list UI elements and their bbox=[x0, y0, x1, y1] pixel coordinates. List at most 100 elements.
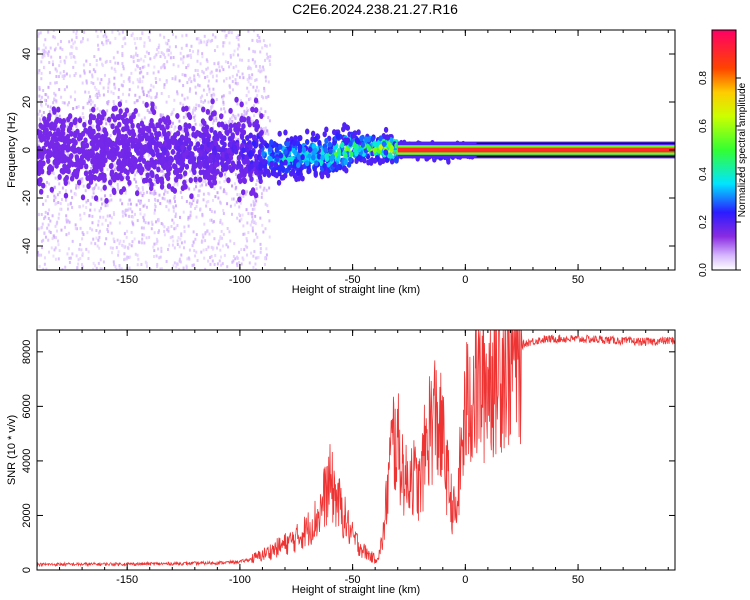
noise-speckle bbox=[124, 257, 127, 261]
noise-speckle bbox=[146, 71, 149, 75]
spectral-blob bbox=[188, 177, 193, 184]
spectral-blob bbox=[48, 141, 54, 148]
noise-speckle bbox=[141, 188, 144, 192]
noise-speckle bbox=[155, 241, 158, 245]
spectral-blob bbox=[57, 144, 63, 151]
noise-speckle bbox=[211, 38, 214, 42]
noise-speckle bbox=[65, 218, 68, 222]
noise-speckle bbox=[77, 105, 80, 109]
noise-speckle bbox=[127, 214, 130, 218]
noise-speckle bbox=[54, 196, 57, 200]
noise-speckle bbox=[213, 262, 216, 266]
spectral-blob bbox=[356, 129, 361, 136]
noise-speckle bbox=[123, 258, 126, 262]
noise-speckle bbox=[158, 193, 161, 197]
noise-speckle bbox=[183, 240, 186, 244]
spectral-blob bbox=[394, 156, 399, 163]
noise-speckle bbox=[116, 50, 119, 54]
spectral-blob bbox=[89, 140, 94, 147]
noise-speckle bbox=[209, 262, 212, 266]
noise-speckle bbox=[145, 205, 148, 209]
noise-speckle bbox=[54, 224, 57, 228]
noise-speckle bbox=[147, 51, 150, 55]
noise-speckle bbox=[207, 79, 210, 83]
spectral-blob bbox=[354, 150, 359, 157]
noise-speckle bbox=[141, 86, 144, 90]
noise-speckle bbox=[46, 195, 49, 199]
noise-speckle bbox=[52, 254, 55, 258]
noise-speckle bbox=[263, 89, 266, 93]
noise-speckle bbox=[153, 178, 156, 182]
noise-speckle bbox=[198, 123, 201, 127]
noise-speckle bbox=[176, 224, 179, 228]
spectral-blob bbox=[183, 126, 189, 133]
noise-speckle bbox=[143, 203, 146, 207]
noise-speckle bbox=[234, 257, 237, 261]
noise-speckle bbox=[263, 129, 266, 133]
noise-speckle bbox=[180, 232, 183, 236]
noise-speckle bbox=[207, 200, 210, 204]
noise-speckle bbox=[201, 167, 204, 171]
noise-speckle bbox=[147, 63, 150, 67]
noise-speckle bbox=[247, 30, 250, 33]
noise-speckle bbox=[218, 239, 221, 243]
noise-speckle bbox=[138, 58, 141, 62]
noise-speckle bbox=[229, 62, 232, 66]
noise-speckle bbox=[253, 207, 256, 211]
noise-speckle bbox=[255, 64, 258, 68]
noise-speckle bbox=[40, 253, 43, 257]
spectral-blob bbox=[362, 157, 367, 164]
noise-speckle bbox=[45, 99, 48, 103]
noise-speckle bbox=[68, 121, 71, 125]
noise-speckle bbox=[155, 95, 158, 99]
noise-speckle bbox=[245, 101, 248, 105]
noise-speckle bbox=[145, 94, 148, 98]
noise-speckle bbox=[205, 67, 208, 71]
noise-speckle bbox=[55, 99, 58, 103]
noise-speckle bbox=[172, 221, 175, 225]
spectral-blob bbox=[144, 163, 150, 170]
noise-speckle bbox=[224, 170, 227, 174]
noise-speckle bbox=[56, 220, 59, 224]
spectral-blob bbox=[175, 145, 181, 152]
noise-speckle bbox=[117, 95, 120, 99]
spectral-blob bbox=[193, 145, 198, 152]
noise-speckle bbox=[249, 223, 252, 227]
noise-speckle bbox=[213, 62, 216, 66]
spectral-blob bbox=[55, 116, 60, 123]
noise-speckle bbox=[173, 261, 176, 265]
noise-speckle bbox=[176, 92, 179, 96]
noise-speckle bbox=[128, 242, 131, 246]
y-tick-label: 6000 bbox=[21, 394, 33, 418]
noise-speckle bbox=[259, 126, 262, 130]
noise-speckle bbox=[68, 74, 71, 78]
noise-speckle bbox=[242, 232, 245, 236]
noise-speckle bbox=[91, 163, 94, 167]
noise-speckle bbox=[223, 79, 226, 83]
spectral-blob bbox=[149, 132, 154, 139]
noise-speckle bbox=[146, 190, 149, 194]
spectral-blob bbox=[119, 175, 125, 182]
spectral-blob bbox=[209, 126, 214, 133]
spectral-blob bbox=[161, 116, 166, 123]
noise-speckle bbox=[173, 227, 176, 231]
spectral-blob bbox=[292, 172, 298, 179]
spectral-blob bbox=[110, 123, 115, 130]
noise-speckle bbox=[220, 65, 223, 69]
noise-speckle bbox=[166, 228, 169, 232]
noise-speckle bbox=[210, 105, 213, 109]
spectral-blob bbox=[39, 124, 45, 131]
noise-speckle bbox=[173, 98, 176, 102]
noise-speckle bbox=[87, 90, 90, 94]
noise-speckle bbox=[242, 224, 245, 228]
noise-speckle bbox=[235, 173, 238, 177]
spectral-blob bbox=[149, 118, 154, 125]
noise-speckle bbox=[104, 116, 107, 120]
noise-speckle bbox=[81, 177, 84, 181]
noise-speckle bbox=[234, 117, 237, 121]
noise-speckle bbox=[267, 210, 270, 214]
noise-speckle bbox=[210, 209, 213, 213]
noise-speckle bbox=[126, 229, 129, 233]
noise-speckle bbox=[47, 95, 50, 99]
spectral-blob bbox=[300, 154, 305, 161]
